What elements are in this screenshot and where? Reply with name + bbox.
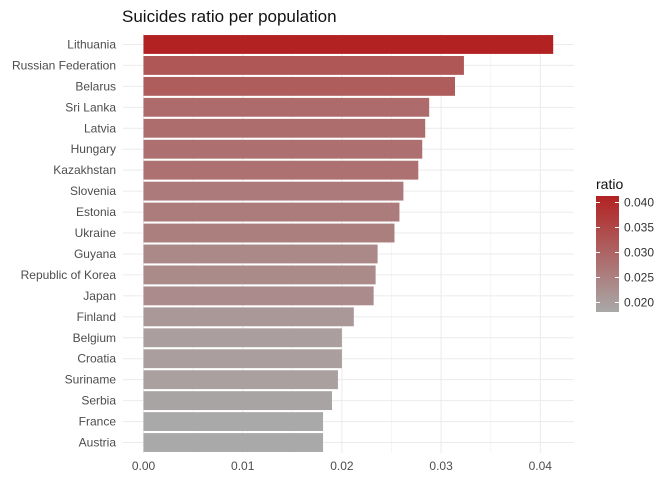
y-tick-label: Belgium [73, 331, 116, 345]
x-tick-label: 0.00 [132, 459, 156, 473]
bar-croatia [143, 349, 342, 369]
legend-label: 0.020 [624, 296, 654, 310]
y-tick-label: Lithuania [67, 37, 116, 51]
bar-belgium [143, 328, 342, 348]
bar-russian-federation [143, 55, 464, 75]
bar-austria [143, 433, 324, 452]
y-axis-labels: Lithuania Russian Federation Belarus Sri La… [12, 37, 116, 449]
y-tick-label: Hungary [71, 142, 116, 156]
bar-slovenia [143, 181, 404, 201]
y-tick-label: Kazakhstan [53, 163, 116, 177]
y-tick-label: Estonia [76, 205, 116, 219]
y-tick-label: Serbia [81, 394, 116, 408]
y-tick-label: Croatia [77, 352, 116, 366]
y-tick-label: Guyana [74, 247, 116, 261]
y-tick-label: France [79, 415, 117, 429]
y-tick-label: Ukraine [75, 226, 117, 240]
legend-label: 0.035 [624, 221, 654, 235]
x-tick-label: 0.03 [429, 459, 453, 473]
y-tick-label: Austria [79, 436, 117, 450]
bar-belarus [143, 76, 455, 96]
x-tick-label: 0.02 [330, 459, 354, 473]
bar-ukraine [143, 223, 395, 243]
grid-lines [123, 34, 574, 453]
x-axis-labels: 0.00 0.01 0.02 0.03 0.04 [132, 459, 552, 473]
bar-lithuania [143, 35, 554, 54]
bar-hungary [143, 139, 423, 159]
bar-kazakhstan [143, 160, 419, 180]
x-tick-label: 0.04 [529, 459, 553, 473]
y-tick-label: Japan [83, 289, 116, 303]
bar-japan [143, 286, 374, 306]
bar-france [143, 412, 324, 432]
legend-colorbar [596, 196, 619, 312]
y-tick-label: Belarus [75, 79, 116, 93]
bar-serbia [143, 391, 332, 411]
chart-title: Suicides ratio per population [122, 7, 337, 26]
bar-finland [143, 307, 354, 327]
legend-label: 0.025 [624, 271, 654, 285]
y-tick-label: Russian Federation [12, 58, 116, 72]
legend-title: ratio [596, 176, 623, 192]
y-tick-label: Latvia [84, 121, 116, 135]
bar-guyana [143, 244, 378, 264]
bar-suriname [143, 370, 338, 390]
y-tick-label: Suriname [65, 373, 117, 387]
y-tick-label: Republic of Korea [21, 268, 117, 282]
y-tick-label: Sri Lanka [65, 100, 116, 114]
bars [143, 35, 554, 452]
y-tick-label: Finland [77, 310, 116, 324]
x-tick-label: 0.01 [231, 459, 255, 473]
legend-label: 0.040 [624, 196, 654, 210]
bar-estonia [143, 202, 400, 222]
legend-label: 0.030 [624, 246, 654, 260]
legend: ratio 0.040 0.035 0.030 0.025 0.020 [596, 176, 654, 312]
bar-latvia [143, 118, 426, 138]
y-tick-label: Slovenia [70, 184, 116, 198]
bar-sri-lanka [143, 97, 430, 117]
bar-republic-of-korea [143, 265, 376, 285]
